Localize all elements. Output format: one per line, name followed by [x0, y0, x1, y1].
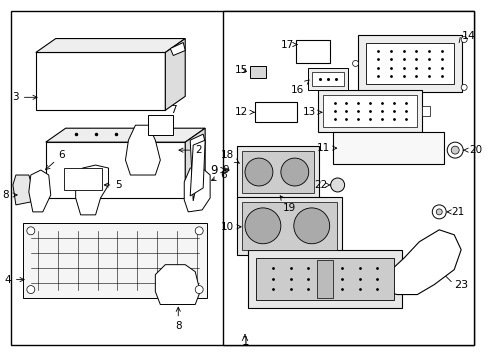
Polygon shape	[13, 175, 33, 205]
Text: 12: 12	[235, 107, 254, 117]
Text: 22: 22	[315, 180, 330, 190]
Bar	[333, 132, 444, 164]
Polygon shape	[75, 165, 108, 215]
Polygon shape	[171, 42, 185, 55]
Text: 8: 8	[2, 190, 17, 200]
Text: 4: 4	[4, 275, 24, 285]
Text: 5: 5	[104, 180, 122, 190]
Bar	[296, 40, 330, 63]
Polygon shape	[250, 67, 266, 78]
Text: 19: 19	[280, 196, 296, 213]
Polygon shape	[36, 39, 185, 53]
Bar	[317, 260, 333, 298]
Text: 11: 11	[317, 143, 337, 153]
Text: 8: 8	[175, 307, 182, 332]
Circle shape	[353, 60, 359, 67]
Bar	[148, 115, 173, 135]
Text: 21: 21	[447, 207, 465, 217]
Bar	[237, 146, 318, 198]
Text: 15: 15	[235, 66, 248, 76]
Polygon shape	[382, 230, 461, 294]
Polygon shape	[366, 42, 454, 84]
Bar	[248, 250, 402, 307]
Text: 9: 9	[222, 165, 229, 175]
Text: 23: 23	[454, 280, 468, 289]
Text: 16: 16	[291, 80, 309, 95]
Bar	[312, 72, 343, 86]
Text: 3: 3	[12, 92, 37, 102]
Text: 13: 13	[302, 107, 322, 117]
Circle shape	[195, 227, 203, 235]
Circle shape	[195, 285, 203, 293]
Polygon shape	[165, 39, 185, 110]
Bar	[318, 90, 422, 132]
Polygon shape	[155, 265, 200, 305]
Polygon shape	[190, 134, 205, 201]
Circle shape	[27, 227, 35, 235]
Text: 1: 1	[241, 335, 249, 348]
Bar	[422, 106, 430, 116]
Polygon shape	[46, 142, 185, 198]
Text: 17: 17	[281, 40, 297, 50]
Polygon shape	[358, 35, 462, 92]
Circle shape	[245, 208, 281, 244]
Text: 18: 18	[221, 150, 239, 163]
Text: 20: 20	[464, 145, 482, 155]
Circle shape	[27, 285, 35, 293]
Polygon shape	[36, 53, 165, 110]
Text: 6: 6	[212, 170, 227, 181]
Circle shape	[461, 84, 467, 90]
Polygon shape	[184, 168, 210, 212]
Bar	[308, 68, 347, 90]
Circle shape	[432, 205, 446, 219]
Text: 9: 9	[211, 163, 218, 176]
Polygon shape	[190, 140, 205, 196]
Bar	[242, 151, 314, 193]
Circle shape	[451, 146, 459, 154]
Circle shape	[294, 208, 330, 244]
Circle shape	[436, 209, 442, 215]
Text: 2: 2	[179, 145, 202, 155]
Circle shape	[461, 37, 467, 42]
Bar	[223, 12, 474, 345]
Bar	[256, 258, 394, 300]
Bar	[323, 95, 417, 127]
Polygon shape	[23, 223, 207, 298]
Bar	[242, 202, 337, 250]
Polygon shape	[185, 128, 205, 198]
Polygon shape	[46, 128, 205, 142]
Bar	[237, 197, 342, 255]
Bar	[255, 102, 297, 122]
Polygon shape	[29, 170, 51, 212]
Text: 7: 7	[171, 105, 177, 115]
Circle shape	[447, 142, 463, 158]
Text: 10: 10	[221, 222, 241, 232]
Circle shape	[245, 158, 273, 186]
Circle shape	[331, 178, 344, 192]
Polygon shape	[125, 125, 160, 175]
Text: 14: 14	[462, 31, 476, 41]
Text: 6: 6	[46, 150, 65, 170]
Bar	[64, 168, 101, 190]
Circle shape	[281, 158, 309, 186]
